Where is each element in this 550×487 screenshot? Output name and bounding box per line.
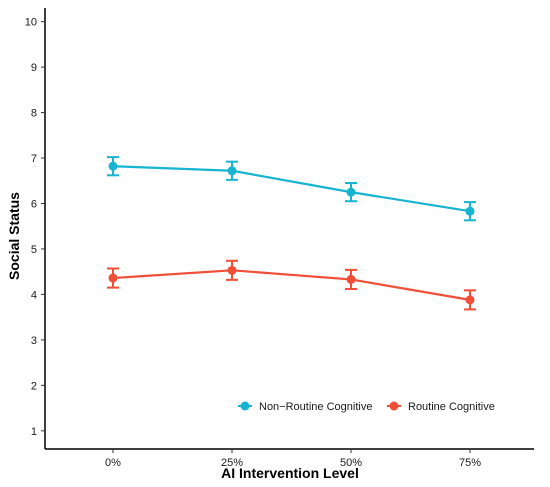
legend-item: Routine Cognitive	[387, 401, 495, 413]
data-point	[465, 295, 475, 305]
y-tick-label: 7	[31, 153, 37, 165]
series-2	[107, 259, 476, 311]
x-tick-label: 25%	[221, 457, 243, 469]
legend-label: Routine Cognitive	[408, 401, 495, 413]
x-tick-label: 75%	[459, 457, 481, 469]
y-tick-label: 5	[31, 244, 37, 256]
series-line	[112, 269, 471, 301]
data-point	[346, 187, 356, 197]
y-tick-label: 1	[31, 426, 37, 438]
plot-area	[107, 156, 476, 311]
y-axis-title: Social Status	[6, 192, 22, 280]
data-point	[227, 265, 237, 275]
data-point	[108, 161, 118, 171]
legend-label: Non−Routine Cognitive	[259, 401, 372, 413]
y-ticks: 1 2 3 4 5 6 7 8 9 10	[25, 17, 45, 438]
legend-item: Non−Routine Cognitive	[238, 401, 372, 413]
y-tick-label: 8	[31, 108, 37, 120]
data-point	[227, 166, 237, 176]
series-line	[112, 165, 471, 213]
legend: Non−Routine Cognitive Routine Cognitive	[238, 401, 495, 413]
y-tick-label: 4	[31, 289, 37, 301]
data-point	[465, 206, 475, 216]
legend-marker	[389, 401, 399, 411]
y-tick-label: 10	[25, 17, 37, 29]
x-tick-label: 0%	[105, 457, 121, 469]
y-tick-label: 2	[31, 380, 37, 392]
y-tick-label: 6	[31, 198, 37, 210]
series-1	[107, 156, 476, 222]
y-tick-label: 9	[31, 62, 37, 74]
legend-marker	[240, 401, 250, 411]
x-ticks: 0% 25% 50% 75%	[105, 449, 481, 469]
y-tick-label: 3	[31, 335, 37, 347]
data-point	[346, 274, 356, 284]
data-point	[108, 273, 118, 283]
x-tick-label: 50%	[340, 457, 362, 469]
x-axis-title: AI Intervention Level	[221, 465, 359, 481]
